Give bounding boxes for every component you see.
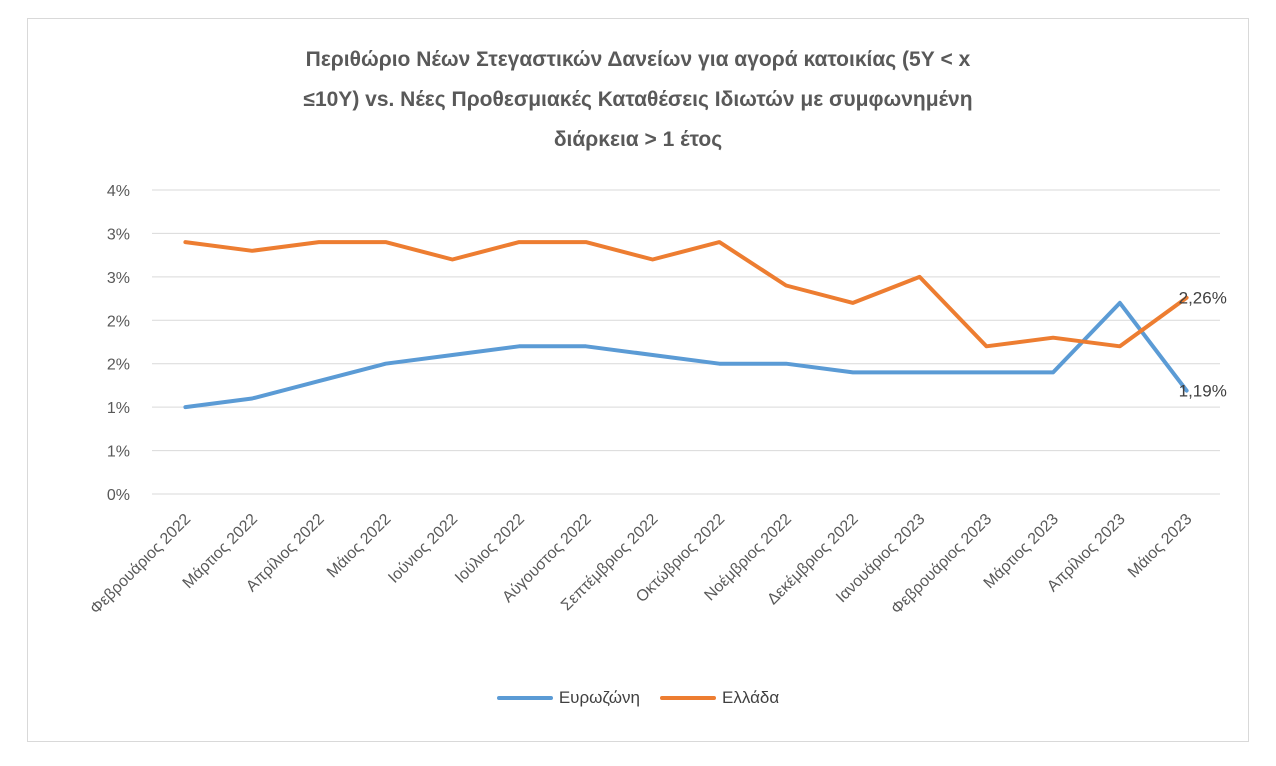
series-line-greece (183, 240, 1189, 349)
y-tick-label: 2% (107, 313, 130, 330)
chart-title-line-2: ≤10Υ) vs. Νέες Προθεσμιακές Καταθέσεις Ι… (303, 88, 973, 111)
y-tick-label: 2% (107, 357, 130, 374)
chart-frame (27, 18, 1249, 742)
legend-label-eurozone: Ευρωζώνη (558, 688, 640, 707)
legend-item-greece: Ελλάδα (659, 688, 780, 708)
x-tick-label: Ιούνιος 2022 (385, 511, 461, 587)
legend-swatch-eurozone (496, 696, 553, 700)
y-tick-label: 4% (107, 183, 130, 200)
legend-swatch-greece (659, 696, 716, 700)
y-tick-label: 0% (107, 487, 130, 504)
chart-title-line-3: διάρκεια > 1 έτος (553, 128, 723, 151)
x-tick-label: Μάιος 2023 (1125, 511, 1196, 582)
legend-item-eurozone: Ευρωζώνη (496, 688, 640, 708)
data-label: 2,26% (1179, 289, 1227, 308)
x-tick-label: Φεβρουάριος 2022 (87, 511, 194, 618)
x-tick-label: Ιούλιος 2022 (452, 511, 528, 587)
x-tick-label: Μάιος 2022 (324, 511, 395, 582)
y-tick-label: 3% (107, 270, 130, 287)
chart-title-line-1: Περιθώριο Νέων Στεγαστικών Δανείων για α… (305, 48, 971, 71)
chart-title: Περιθώριο Νέων Στεγαστικών Δανείων για α… (160, 40, 1116, 160)
y-tick-label: 1% (107, 400, 130, 417)
y-tick-label: 1% (107, 444, 130, 461)
data-label: 1,19% (1179, 382, 1227, 401)
y-tick-label: 3% (107, 226, 130, 243)
legend: Ευρωζώνη Ελλάδα (0, 688, 1276, 708)
legend-label-greece: Ελλάδα (721, 688, 780, 707)
series-line-eurozone (183, 300, 1189, 410)
